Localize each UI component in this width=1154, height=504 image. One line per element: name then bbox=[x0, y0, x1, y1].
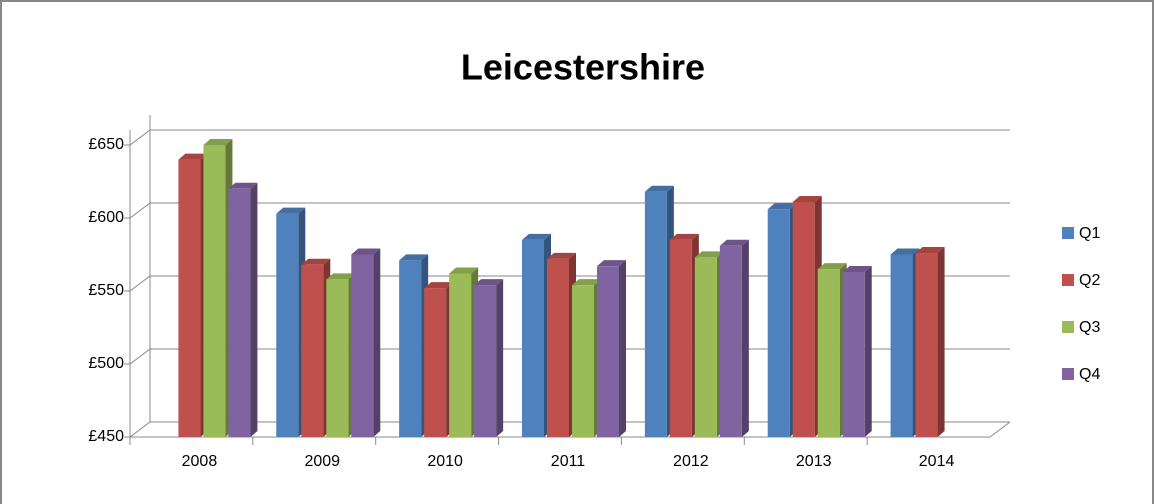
bar-top bbox=[597, 260, 626, 267]
legend-label: Q4 bbox=[1079, 366, 1100, 383]
x-tick-label: 2012 bbox=[673, 453, 709, 470]
bar-top bbox=[301, 258, 331, 265]
bar bbox=[399, 260, 422, 437]
bar bbox=[572, 285, 594, 437]
bar bbox=[424, 288, 447, 437]
bar-top bbox=[792, 195, 822, 202]
x-tick-label: 2009 bbox=[304, 453, 340, 470]
bar-top bbox=[644, 185, 674, 192]
y-tick-label: £450 bbox=[88, 428, 124, 445]
x-tick-label: 2014 bbox=[919, 453, 955, 470]
bar bbox=[694, 257, 717, 437]
bar bbox=[228, 188, 251, 437]
y-tick-label: £600 bbox=[88, 209, 124, 226]
x-tick-label: 2011 bbox=[551, 453, 586, 470]
y-tick-label: £650 bbox=[88, 136, 124, 153]
bar-top bbox=[203, 139, 233, 145]
bar bbox=[522, 239, 544, 437]
bar-top bbox=[767, 203, 797, 210]
bar-top bbox=[424, 282, 454, 289]
legend-label: Q1 bbox=[1079, 225, 1100, 242]
bar bbox=[301, 264, 324, 437]
bar bbox=[669, 239, 692, 437]
bar-top bbox=[351, 248, 381, 255]
bar-top bbox=[694, 251, 724, 258]
bar-top bbox=[399, 254, 429, 261]
bar-side bbox=[937, 247, 945, 437]
y-tick-label: £550 bbox=[88, 282, 124, 299]
bar-top bbox=[669, 233, 699, 240]
legend-label: Q2 bbox=[1079, 272, 1100, 289]
bar-top bbox=[326, 273, 356, 280]
bar-top bbox=[276, 207, 306, 214]
bar bbox=[792, 201, 815, 437]
x-tick-label: 2008 bbox=[182, 453, 218, 470]
grid-line bbox=[124, 202, 1010, 219]
legend-swatch bbox=[1062, 227, 1074, 239]
bar-top bbox=[178, 153, 208, 160]
x-tick-label: 2013 bbox=[796, 453, 832, 470]
bar-top bbox=[449, 267, 479, 274]
bar bbox=[351, 254, 374, 437]
bar-top bbox=[890, 248, 920, 255]
grid-line bbox=[124, 275, 1010, 292]
bar-top bbox=[547, 252, 576, 259]
bar bbox=[719, 245, 742, 437]
bar bbox=[474, 285, 497, 437]
legend-swatch bbox=[1062, 368, 1074, 380]
bar bbox=[915, 253, 938, 437]
bar bbox=[644, 191, 667, 437]
bar-top bbox=[915, 247, 945, 254]
bar bbox=[326, 279, 349, 437]
bar bbox=[842, 272, 865, 437]
bar bbox=[449, 273, 472, 437]
x-tick-label: 2010 bbox=[427, 453, 463, 470]
bar-side bbox=[496, 279, 504, 437]
bar-top bbox=[842, 266, 872, 273]
bar-top bbox=[572, 279, 601, 286]
bar-top bbox=[228, 182, 258, 189]
bar-side bbox=[250, 182, 258, 437]
bar-side bbox=[741, 239, 749, 437]
bar bbox=[597, 266, 619, 437]
bar bbox=[767, 209, 790, 437]
chart-title: Leicestershire bbox=[461, 47, 705, 88]
bar bbox=[178, 159, 201, 437]
bar-side bbox=[373, 248, 381, 437]
grid-line bbox=[124, 129, 1010, 146]
bar bbox=[203, 145, 226, 437]
bar-side bbox=[864, 266, 872, 437]
bar bbox=[276, 213, 299, 437]
y-tick-label: £500 bbox=[88, 355, 124, 372]
bar-top bbox=[522, 233, 551, 240]
bar bbox=[547, 258, 569, 437]
bar-top bbox=[474, 279, 504, 286]
bar-top bbox=[817, 263, 847, 270]
bar bbox=[890, 254, 913, 437]
legend-swatch bbox=[1062, 321, 1074, 333]
bar-side bbox=[619, 260, 626, 437]
legend-swatch bbox=[1062, 274, 1074, 286]
bar bbox=[817, 269, 840, 437]
legend-label: Q3 bbox=[1079, 319, 1100, 336]
bar-top bbox=[719, 239, 749, 246]
